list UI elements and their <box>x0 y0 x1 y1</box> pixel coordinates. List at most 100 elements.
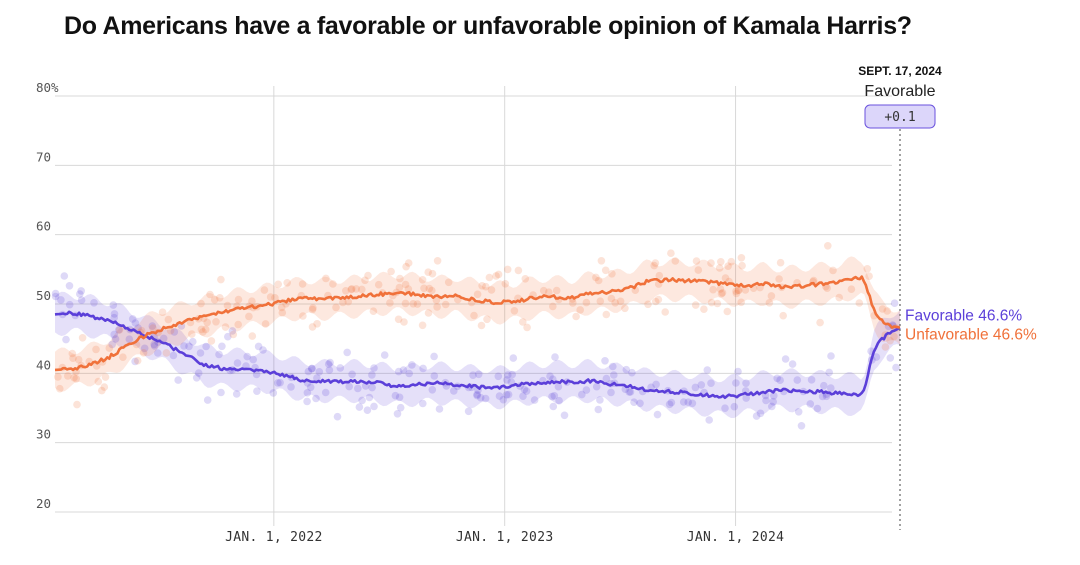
favorable-poll-dot <box>276 378 284 387</box>
favorable-poll-dot <box>469 371 477 380</box>
favorable-poll-dot <box>762 396 770 405</box>
favorable-poll-dot <box>154 349 162 357</box>
unfavorable-poll-dot <box>409 300 418 308</box>
favorable-poll-dot <box>721 404 729 413</box>
unfavorable-poll-dot <box>56 384 64 393</box>
unfavorable-poll-dot <box>514 266 523 275</box>
unfavorable-poll-dot <box>339 298 347 307</box>
favorable-poll-dot <box>474 370 483 379</box>
favorable-poll-dot <box>358 396 366 405</box>
annotation-value: +0.1 <box>884 110 915 125</box>
favorable-poll-dot <box>174 376 182 384</box>
unfavorable-poll-dot <box>441 300 450 309</box>
unfavorable-poll-dot <box>483 315 491 324</box>
unfavorable-poll-dot <box>569 299 577 307</box>
unfavorable-poll-dot <box>201 325 210 334</box>
favorable-poll-dot <box>177 322 186 330</box>
favorable-poll-dot <box>602 374 611 383</box>
unfavorable-poll-dot <box>503 265 512 274</box>
favorable-poll-dot <box>773 374 781 383</box>
favorable-poll-dot <box>435 405 444 413</box>
favorable-poll-dot <box>548 392 556 401</box>
unfavorable-poll-dot <box>671 257 680 265</box>
y-tick-label: 60 <box>36 219 51 234</box>
unfavorable-poll-dot <box>101 373 110 381</box>
favorable-poll-dot <box>336 364 345 372</box>
unfavorable-poll-dot <box>206 290 214 299</box>
favorable-poll-dot <box>502 391 511 399</box>
favorable-poll-dot <box>343 348 352 357</box>
unfavorable-poll-dot <box>158 308 167 317</box>
unfavorable-poll-dot <box>444 278 453 287</box>
unfavorable-poll-dot <box>245 312 253 321</box>
unfavorable-poll-dot <box>260 286 269 294</box>
unfavorable-end-label: Unfavorable 46.6% <box>905 327 1037 344</box>
unfavorable-poll-dot <box>718 289 727 297</box>
favorable-poll-dot <box>509 354 518 362</box>
unfavorable-poll-dot <box>775 275 783 283</box>
y-tick-label: 70 <box>36 149 51 164</box>
favorable-poll-dot <box>549 402 558 411</box>
favorable-poll-dot <box>370 364 378 372</box>
unfavorable-poll-dot <box>717 289 726 298</box>
favorable-poll-dot <box>370 402 378 411</box>
unfavorable-poll-dot <box>197 299 205 308</box>
unfavorable-poll-dot <box>709 285 717 294</box>
unfavorable-poll-dot <box>713 299 722 308</box>
unfavorable-poll-dot <box>732 287 740 296</box>
unfavorable-poll-dot <box>425 284 434 293</box>
unfavorable-poll-dot <box>394 315 403 324</box>
y-tick-label: 40 <box>36 357 51 372</box>
unfavorable-poll-dot <box>271 294 279 302</box>
favorable-poll-dot <box>742 394 750 402</box>
unfavorable-poll-dot <box>741 286 750 294</box>
unfavorable-poll-dot <box>216 294 224 302</box>
date-annotation: SEPT. 17, 2024 Favorable +0.1 <box>858 64 942 530</box>
unfavorable-poll-dot <box>432 296 441 305</box>
favorable-poll-dot <box>192 374 201 382</box>
unfavorable-poll-dot <box>521 275 530 283</box>
favorable-poll-dot <box>77 296 86 305</box>
favorable-poll-dot <box>399 366 408 374</box>
favorable-poll-dot <box>62 335 70 344</box>
favorable-poll-dot <box>194 369 203 377</box>
favorable-poll-dot <box>259 346 267 354</box>
favorable-poll-dot <box>594 405 603 414</box>
favorable-poll-dot <box>495 392 504 400</box>
favorable-poll-dot <box>504 371 512 379</box>
favorable-poll-dot <box>630 398 638 407</box>
favorable-poll-dot <box>170 328 179 336</box>
unfavorable-poll-dot <box>358 285 366 294</box>
poll-dots <box>51 242 900 430</box>
favorable-poll-dot <box>665 400 674 409</box>
unfavorable-poll-dot <box>616 297 625 306</box>
favorable-poll-dot <box>734 367 742 376</box>
favorable-poll-dot <box>892 363 900 372</box>
unfavorable-poll-dot <box>433 257 442 265</box>
favorable-poll-dot <box>232 390 241 398</box>
unfavorable-poll-dot <box>78 334 87 342</box>
favorable-poll-dot <box>348 370 356 379</box>
unfavorable-poll-dot <box>424 309 433 317</box>
favorable-poll-dot <box>274 379 282 387</box>
favorable-poll-dot <box>886 354 895 362</box>
favorable-poll-dot <box>652 380 660 389</box>
unfavorable-poll-dot <box>98 386 106 395</box>
unfavorable-poll-dot <box>721 274 730 282</box>
unfavorable-trend-line <box>54 275 901 372</box>
unfavorable-poll-dot <box>539 286 548 295</box>
unfavorable-poll-dot <box>886 336 894 345</box>
unfavorable-poll-dot <box>582 298 591 307</box>
favorable-poll-dot <box>363 406 372 415</box>
unfavorable-poll-dot <box>608 270 616 278</box>
favorable-poll-dot <box>333 412 342 421</box>
favorable-poll-dot <box>243 352 251 361</box>
unfavorable-poll-dot <box>401 280 410 289</box>
favorable-poll-dot <box>128 315 137 323</box>
favorable-poll-dot <box>818 392 827 401</box>
unfavorable-poll-dot <box>369 307 378 316</box>
favorable-poll-dot <box>140 344 149 353</box>
unfavorable-poll-dot <box>64 372 72 380</box>
unfavorable-poll-dot <box>266 293 275 301</box>
